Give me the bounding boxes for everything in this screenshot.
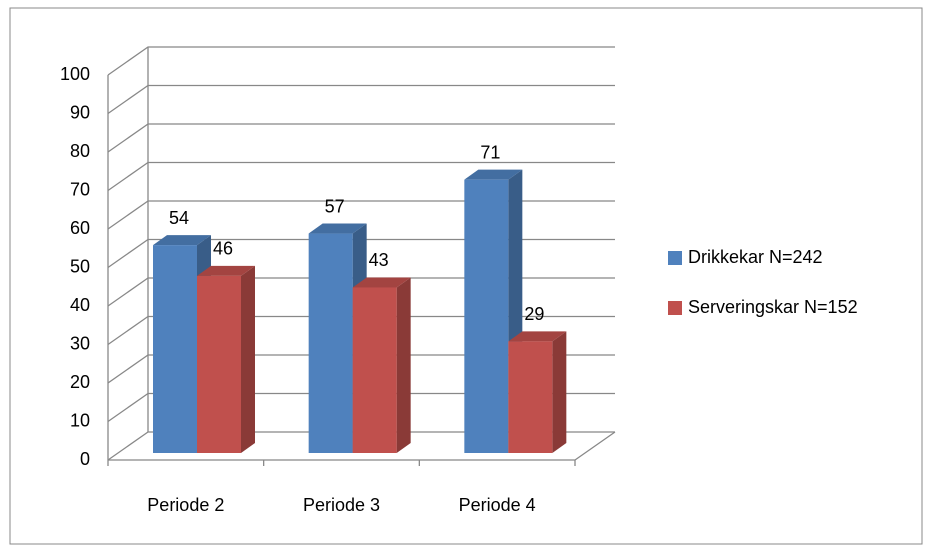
legend-label: Serveringskar N=152 <box>688 297 858 317</box>
grid-line <box>107 354 615 384</box>
grid-line <box>107 238 615 269</box>
data-label: 43 <box>369 250 389 270</box>
bar <box>197 265 255 453</box>
y-tick-label: 30 <box>70 333 90 353</box>
data-label: 29 <box>524 304 544 324</box>
x-tick-label: Periode 2 <box>147 495 224 515</box>
bar-face <box>552 331 567 453</box>
grid-line <box>107 161 615 192</box>
bar-face <box>396 277 411 453</box>
bar-face <box>508 341 553 453</box>
data-label: 46 <box>213 239 233 259</box>
grid-line <box>107 123 615 153</box>
grid-line <box>107 392 615 423</box>
x-tick-label: Periode 3 <box>303 495 380 515</box>
grid-line <box>107 315 615 346</box>
grid-line <box>107 46 615 76</box>
legend-swatch <box>668 251 682 265</box>
y-tick-label: 0 <box>80 449 90 469</box>
bar-face <box>308 223 367 234</box>
legend-swatch <box>668 301 682 315</box>
y-tick-label: 70 <box>70 179 90 199</box>
y-tick-label: 50 <box>70 256 90 276</box>
bar-face <box>197 275 241 453</box>
data-label: 71 <box>480 142 500 162</box>
bar <box>508 331 567 453</box>
legend-label: Drikkekar N=242 <box>688 247 823 267</box>
y-tick-label: 10 <box>70 410 90 430</box>
y-tick-label: 20 <box>70 372 90 392</box>
data-label: 57 <box>325 196 345 216</box>
bar-face <box>352 287 397 453</box>
bar-face <box>153 235 211 246</box>
y-tick-label: 60 <box>70 218 90 238</box>
y-tick-label: 40 <box>70 295 90 315</box>
data-label: 54 <box>169 208 189 228</box>
bar-face <box>464 169 523 180</box>
bar-face <box>464 179 509 453</box>
y-tick-label: 80 <box>70 141 90 161</box>
bar-face <box>241 265 255 453</box>
bar-face <box>308 233 353 453</box>
bar-face <box>352 277 411 288</box>
x-tick-label: Periode 4 <box>459 495 536 515</box>
bar-face <box>197 265 255 276</box>
grid-line <box>107 277 615 307</box>
grid-line <box>107 431 615 461</box>
bar <box>352 277 411 453</box>
y-tick-label: 100 <box>60 64 90 84</box>
grid-line <box>107 84 615 115</box>
bar-face <box>508 331 567 342</box>
bar-face <box>153 245 197 453</box>
y-tick-label: 90 <box>70 102 90 122</box>
grid-line <box>107 200 615 230</box>
